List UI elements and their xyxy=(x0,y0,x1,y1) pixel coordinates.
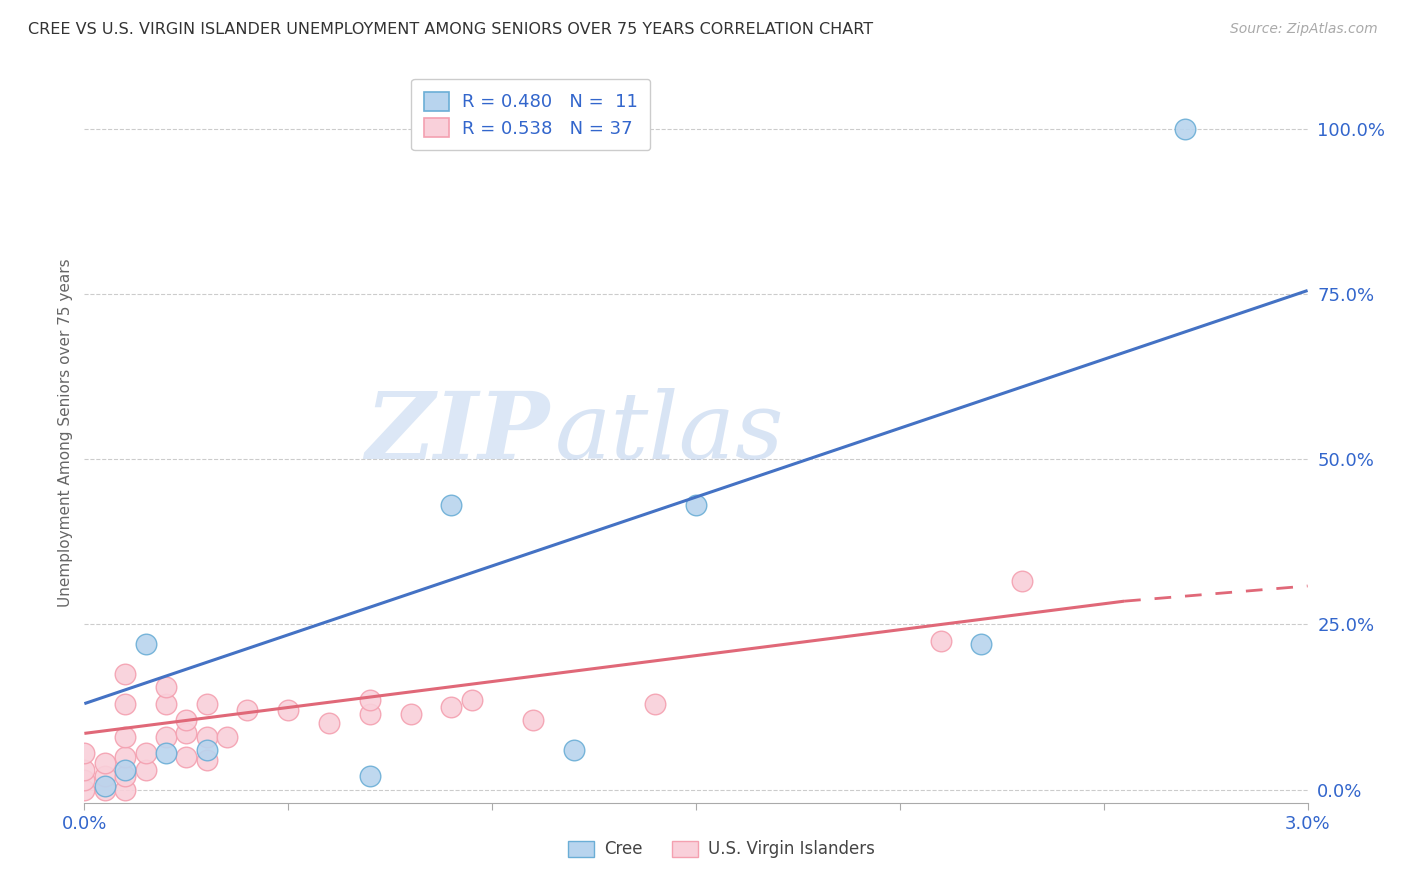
Point xyxy=(93,782,117,797)
Text: U.S. Virgin Islanders: U.S. Virgin Islanders xyxy=(709,839,875,858)
Point xyxy=(155,730,177,744)
Point xyxy=(93,779,117,793)
Text: atlas: atlas xyxy=(555,388,785,477)
Point xyxy=(73,746,96,760)
Point xyxy=(359,769,381,783)
Point xyxy=(440,700,463,714)
Point xyxy=(176,713,198,727)
Point xyxy=(195,743,218,757)
Legend: R = 0.480   N =  11, R = 0.538   N = 37: R = 0.480 N = 11, R = 0.538 N = 37 xyxy=(412,78,651,150)
Point xyxy=(114,763,136,777)
Point xyxy=(318,716,340,731)
Point xyxy=(114,782,136,797)
Y-axis label: Unemployment Among Seniors over 75 years: Unemployment Among Seniors over 75 years xyxy=(58,259,73,607)
Point xyxy=(114,730,136,744)
Point xyxy=(522,713,544,727)
Point xyxy=(73,782,96,797)
Point xyxy=(562,743,585,757)
Point xyxy=(195,730,218,744)
Text: Source: ZipAtlas.com: Source: ZipAtlas.com xyxy=(1230,22,1378,37)
Text: Cree: Cree xyxy=(605,839,643,858)
Point xyxy=(155,746,177,760)
Point xyxy=(155,697,177,711)
Point xyxy=(970,637,993,651)
Point xyxy=(155,680,177,694)
Point xyxy=(440,499,463,513)
Point xyxy=(195,753,218,767)
Point xyxy=(1174,121,1197,136)
Point xyxy=(114,666,136,681)
Point xyxy=(73,763,96,777)
FancyBboxPatch shape xyxy=(568,840,595,857)
Point xyxy=(93,756,117,771)
FancyBboxPatch shape xyxy=(672,840,699,857)
Point xyxy=(359,693,381,707)
Point xyxy=(644,697,666,711)
Point xyxy=(93,769,117,783)
Text: CREE VS U.S. VIRGIN ISLANDER UNEMPLOYMENT AMONG SENIORS OVER 75 YEARS CORRELATIO: CREE VS U.S. VIRGIN ISLANDER UNEMPLOYMEN… xyxy=(28,22,873,37)
Point xyxy=(135,746,157,760)
Point xyxy=(685,499,707,513)
Point xyxy=(114,749,136,764)
Point xyxy=(176,726,198,740)
Point xyxy=(73,772,96,787)
Point xyxy=(277,703,299,717)
Point xyxy=(236,703,259,717)
Point xyxy=(114,769,136,783)
Point xyxy=(176,749,198,764)
Point xyxy=(195,697,218,711)
Point xyxy=(114,697,136,711)
Point xyxy=(1011,574,1033,589)
Text: ZIP: ZIP xyxy=(366,388,550,477)
Point xyxy=(461,693,484,707)
Point xyxy=(135,763,157,777)
Point xyxy=(399,706,422,721)
Point xyxy=(929,633,952,648)
Point xyxy=(135,637,157,651)
Point xyxy=(359,706,381,721)
Point xyxy=(217,730,239,744)
